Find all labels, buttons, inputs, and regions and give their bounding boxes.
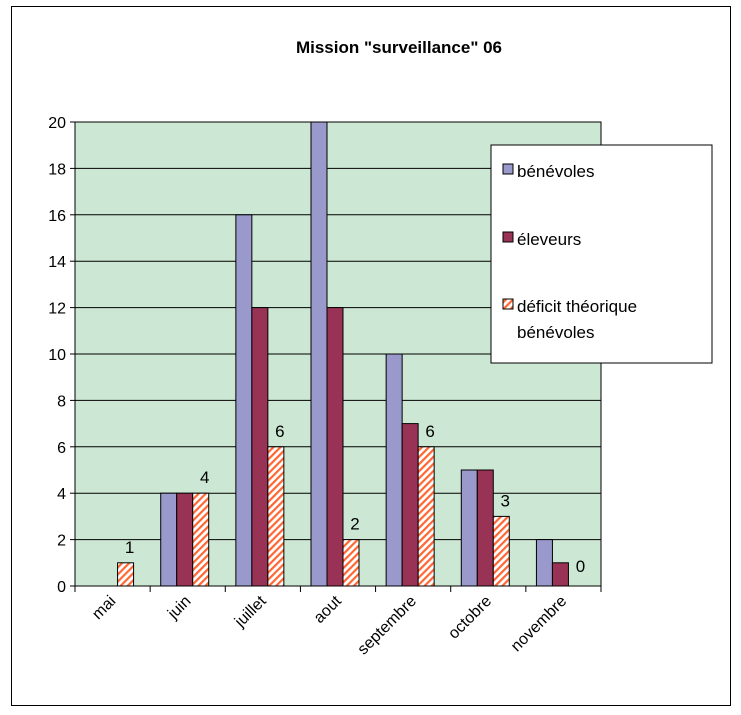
y-axis: 0 2 4 6 8 10 12 14 16 18 20 (48, 115, 76, 596)
legend-box (490, 144, 713, 364)
bar (460, 469, 478, 587)
legend-label: déficit théorique (517, 297, 637, 316)
legend-swatch (502, 231, 514, 243)
bar (310, 121, 328, 587)
bar (385, 353, 403, 587)
x-tick-label: juillet (231, 592, 270, 631)
data-label: 0 (576, 557, 585, 576)
bar (326, 307, 344, 587)
chart-title: Mission "surveillance" 06 (296, 38, 502, 57)
x-tick-label: septembre (354, 593, 420, 659)
y-tick-label: 8 (57, 393, 66, 410)
x-tick-label: juin (164, 593, 194, 623)
chart-frame: Mission "surveillance" 06 0 2 4 6 8 10 12 14 16 1… (11, 6, 731, 706)
legend-swatch (502, 163, 514, 175)
y-tick-label: 6 (57, 440, 66, 457)
bar (476, 469, 494, 587)
legend-label: bénévoles (517, 162, 595, 181)
data-label: 2 (350, 515, 359, 534)
y-tick-label: 10 (48, 347, 66, 364)
bar (267, 446, 285, 587)
bar-chart: Mission "surveillance" 06 02468101214161… (48, 38, 713, 659)
y-tick-label: 20 (48, 115, 66, 132)
bar (192, 492, 210, 587)
legend: bénévoles éleveurs déficit théorique bénévo… (490, 144, 713, 364)
y-tick-label: 18 (48, 161, 66, 178)
bar (176, 492, 194, 587)
y-tick-label: 0 (57, 579, 66, 596)
data-label: 3 (501, 491, 510, 510)
x-axis: mai juin juillet aout septembre octobre novemb… (74, 585, 602, 659)
bar (117, 562, 135, 587)
bar (401, 423, 419, 587)
x-tick-label: novembre (508, 593, 570, 655)
bars (117, 121, 569, 587)
data-label: 1 (125, 538, 134, 557)
y-tick-label: 14 (48, 254, 66, 271)
bar (417, 446, 435, 587)
y-tick-label: 16 (48, 208, 66, 225)
data-labels: 1 4 6 2 6 3 0 (125, 422, 585, 576)
bar (535, 539, 553, 587)
x-tick-label: aout (311, 592, 345, 626)
bar (492, 515, 510, 587)
data-label: 6 (275, 422, 284, 441)
bar (251, 307, 269, 587)
legend-label: éleveurs (517, 230, 581, 249)
y-tick-label: 2 (57, 533, 66, 550)
y-tick-label: 12 (48, 301, 66, 318)
bar (235, 214, 253, 587)
x-tick-label: mai (89, 593, 119, 623)
x-tick-label: octobre (445, 593, 495, 643)
bar (160, 492, 178, 587)
legend-label: bénévoles (517, 323, 595, 342)
data-label: 6 (425, 422, 434, 441)
data-label: 4 (200, 468, 209, 487)
bar (551, 562, 569, 587)
bar (342, 539, 360, 587)
y-tick-label: 4 (57, 486, 66, 503)
legend-swatch (502, 298, 514, 310)
